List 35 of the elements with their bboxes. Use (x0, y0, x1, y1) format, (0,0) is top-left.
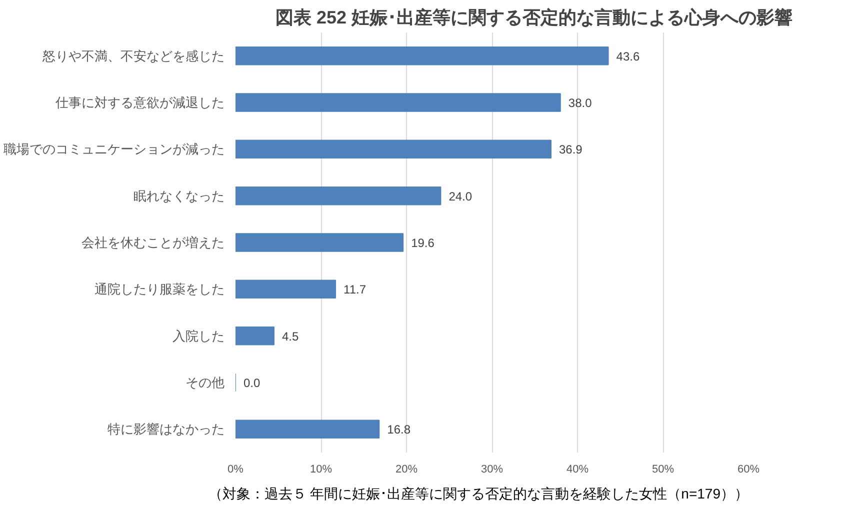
x-tick-label: 10% (310, 464, 332, 476)
chart-title: 図表 252 妊娠･出産等に関する否定的な言動による心身への影響 (276, 8, 793, 28)
y-tick-label: その他 (186, 375, 224, 390)
y-tick-label: 怒りや不満、不安などを感じた (42, 48, 224, 64)
data-label: 4.5 (282, 329, 299, 344)
data-label: 19.6 (411, 236, 435, 250)
text: （対象：過去５ 年間に妊娠･出産等に関する否定的な言動を経験した女性（n=179）） (208, 486, 749, 502)
bar (236, 420, 380, 439)
data-label: 43.6 (616, 49, 640, 64)
x-tick-label: 0% (228, 464, 244, 476)
bar (236, 46, 609, 66)
x-tick-label: 60% (737, 464, 760, 476)
y-tick-label: 通院したり服薬をした (94, 282, 224, 297)
y-tick-label: 特に影響はなかった (108, 422, 224, 437)
bar (236, 233, 404, 252)
bar (236, 280, 336, 299)
data-label: 0.0 (244, 376, 261, 390)
x-tick-label: 50% (652, 464, 674, 476)
data-label: 36.9 (558, 142, 583, 157)
x-tick-label: 20% (395, 464, 418, 476)
data-label: 38.0 (568, 96, 592, 110)
bar (236, 93, 561, 112)
x-tick-label: 40% (566, 464, 589, 476)
y-tick-label: 会社を休むことが増えた (82, 235, 224, 250)
y-tick-label: 入院した (172, 328, 224, 344)
data-label: 24.0 (448, 189, 472, 204)
y-tick-label: 職場でのコミュニケーションが減った (4, 142, 224, 157)
y-tick-label: 仕事に対する意欲が減退した (54, 95, 224, 110)
bar (236, 140, 552, 159)
y-tick-label: 眠れなくなった (134, 188, 224, 204)
bar (236, 186, 442, 206)
data-label: 11.7 (344, 282, 366, 297)
bar (236, 326, 274, 346)
x-tick-label: 30% (480, 464, 504, 476)
data-label: 16.8 (387, 422, 411, 437)
